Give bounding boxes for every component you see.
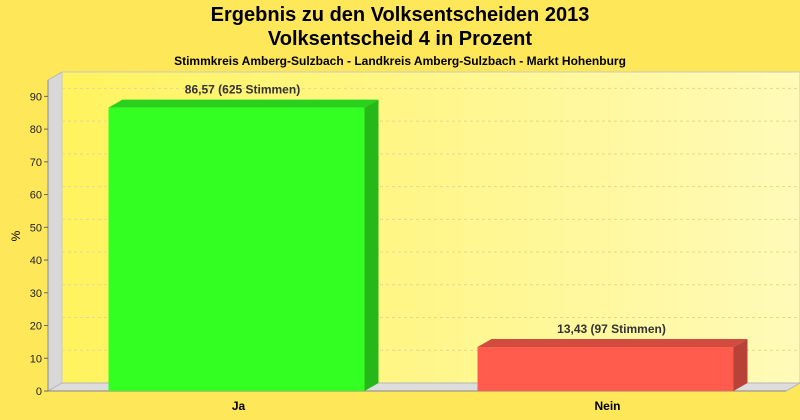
bar-side-nein: [733, 339, 748, 391]
y-tick-label: 70: [30, 157, 42, 169]
y-tick-label: 50: [30, 222, 42, 234]
y-tick-label: 10: [30, 353, 42, 365]
chart-region-subtitle: Stimmkreis Amberg-Sulzbach - Landkreis A…: [174, 54, 626, 68]
chart-subtitle: Volksentscheid 4 in Prozent: [267, 28, 533, 50]
data-label: 13,43 (97 Stimmen): [557, 322, 666, 336]
bar-top-nein: [477, 339, 748, 348]
y-tick-label: 60: [30, 190, 42, 202]
chart-title: Ergebnis zu den Volksentscheiden 2013: [210, 4, 590, 26]
x-tick-label: Nein: [594, 399, 620, 413]
x-tick-label: Ja: [232, 399, 246, 413]
bar-top-ja: [108, 99, 379, 108]
y-axis-label: %: [9, 230, 23, 241]
y-tick-label: 90: [30, 91, 42, 103]
bar-nein: [477, 347, 734, 391]
bar-ja: [108, 107, 365, 391]
data-label: 86,57 (625 Stimmen): [185, 83, 300, 97]
y-tick-label: 20: [30, 321, 42, 333]
y-tick-label: 0: [36, 386, 42, 398]
bar-side-ja: [364, 99, 379, 391]
y-tick-label: 80: [30, 124, 42, 136]
plot-side-wall: [47, 71, 63, 392]
y-tick-label: 30: [30, 288, 42, 300]
y-tick-label: 40: [30, 255, 42, 267]
